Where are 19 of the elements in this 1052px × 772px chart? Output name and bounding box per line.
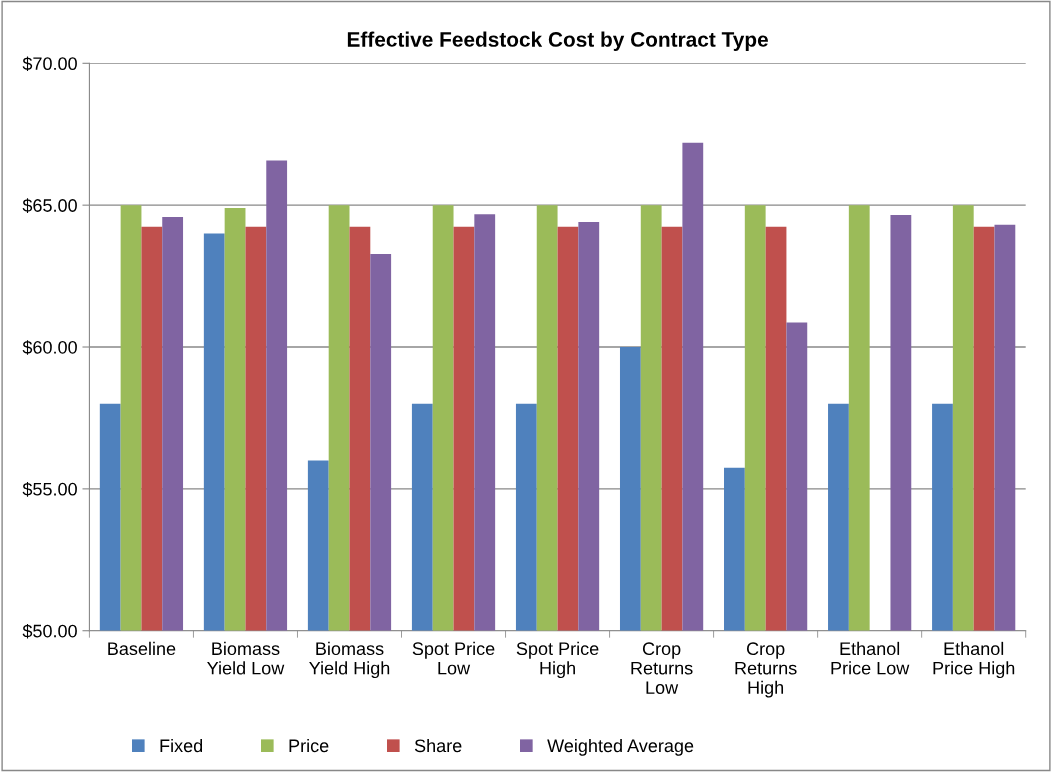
legend-label: Share xyxy=(414,738,462,753)
x-tick-label: Biomass Yield Low xyxy=(207,641,285,675)
x-tick-label: Spot Price High xyxy=(516,641,599,679)
x-tick-label: Ethanol Price Low xyxy=(831,641,910,675)
x-tick-label: Crop Returns Low xyxy=(631,642,693,694)
legend-label: Fixed xyxy=(160,738,203,753)
y-tick-label: $55.00 xyxy=(22,482,77,497)
x-tick-label: Baseline xyxy=(108,641,176,656)
chart-title: Effective Feedstock Cost by Contract Type xyxy=(347,31,768,51)
legend-label: Price xyxy=(289,738,329,753)
x-tick-label: Crop Returns High xyxy=(735,642,797,698)
x-tick-label: Ethanol Price High xyxy=(933,641,1015,679)
y-tick-label: $60.00 xyxy=(22,340,77,355)
y-tick-label: $70.00 xyxy=(22,56,77,72)
x-tick-label: Spot Price Low xyxy=(412,641,495,675)
y-tick-label: $50.00 xyxy=(22,623,77,639)
x-tick-label: Biomass Yield High xyxy=(309,641,390,679)
y-tick-label: $65.00 xyxy=(22,198,77,213)
legend-label: Weighted Average xyxy=(547,738,694,756)
